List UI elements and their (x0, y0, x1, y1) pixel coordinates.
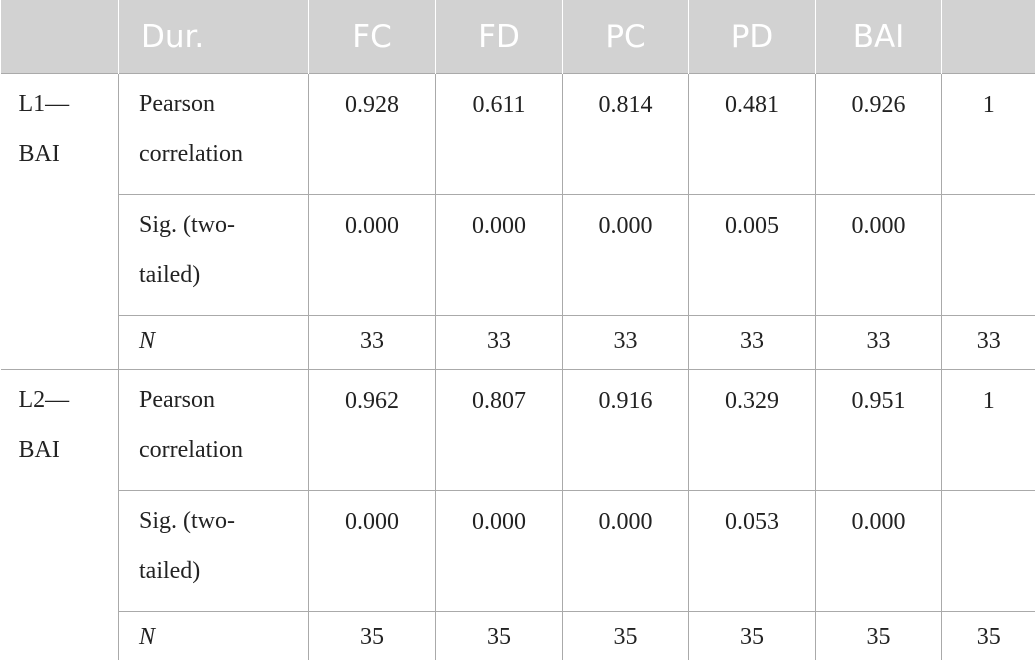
cell-value: 0.000 (435, 490, 563, 612)
cell-value: 33 (435, 315, 563, 370)
cell-value: 33 (815, 315, 942, 370)
cell-value: 0.000 (562, 490, 689, 612)
cell-value: 35 (562, 611, 689, 660)
table-row: Sig. (two-tailed) 0.000 0.000 0.000 0.053 0.0… (1, 490, 1035, 612)
column-header: BAI (815, 0, 942, 74)
table-row: Sig. (two-tailed) 0.000 0.000 0.000 0.005 0.0… (1, 194, 1035, 316)
row-label: Pearson correlation (118, 73, 309, 195)
cell-value: 0.000 (435, 194, 563, 316)
cell-value: 33 (562, 315, 689, 370)
row-label: N (118, 315, 309, 370)
cell-value: 0.814 (562, 73, 689, 195)
cell-value: 1 (941, 369, 1035, 491)
cell-value: 33 (688, 315, 816, 370)
column-header: PD (688, 0, 816, 74)
header-row: Dur. FC FD PC PD BAI (0, 0, 1035, 74)
cell-value: 0.329 (688, 369, 816, 491)
cell-value: 0.611 (435, 73, 563, 195)
cell-value: 0.000 (308, 194, 436, 316)
column-header (941, 0, 1035, 74)
cell-value (941, 194, 1035, 316)
cell-value: 35 (941, 611, 1035, 660)
row-label: N (118, 611, 309, 660)
cell-value: 0.000 (562, 194, 689, 316)
column-header: FD (435, 0, 563, 74)
column-header: Dur. (118, 0, 309, 74)
cell-value: 0.005 (688, 194, 816, 316)
row-label: Sig. (two-tailed) (118, 194, 309, 316)
cell-value: 35 (688, 611, 816, 660)
cell-value: 1 (941, 73, 1035, 195)
table-row: L2—BAI Pearson correlation 0.962 0.807 0.916… (0, 369, 1035, 660)
cell-value: 0.926 (815, 73, 942, 195)
cell-value: 35 (435, 611, 563, 660)
cell-value: 35 (308, 611, 436, 660)
cell-value: 0.962 (308, 369, 436, 491)
table-body: L1—BAI Pearson correlation 0.928 0.611 0.814… (0, 73, 1035, 660)
cell-value: 35 (815, 611, 942, 660)
cell-value: 0.000 (308, 490, 436, 612)
row-label: Pearson correlation (118, 369, 309, 491)
table-row: N 33 33 33 33 33 33 (1, 315, 1035, 370)
cell-value: 0.000 (815, 490, 942, 612)
cell-value: 33 (308, 315, 436, 370)
row-label: Sig. (two-tailed) (118, 490, 309, 612)
cell-value: 33 (941, 315, 1035, 370)
table-row: L1—BAI Pearson correlation 0.928 0.611 0.814… (0, 73, 1035, 370)
group-label: L1—BAI (0, 73, 119, 370)
cell-value: 0.951 (815, 369, 942, 491)
column-header: PC (562, 0, 689, 74)
cell-value: 0.000 (815, 194, 942, 316)
column-header: FC (308, 0, 436, 74)
cell-value: 0.053 (688, 490, 816, 612)
cell-value (941, 490, 1035, 612)
cell-value: 0.928 (308, 73, 436, 195)
cell-value: 0.807 (435, 369, 563, 491)
cell-value: 0.481 (688, 73, 816, 195)
table-row: N 35 35 35 35 35 35 (1, 611, 1035, 660)
group-label: L2—BAI (0, 369, 119, 660)
column-header (0, 0, 119, 74)
cell-value: 0.916 (562, 369, 689, 491)
